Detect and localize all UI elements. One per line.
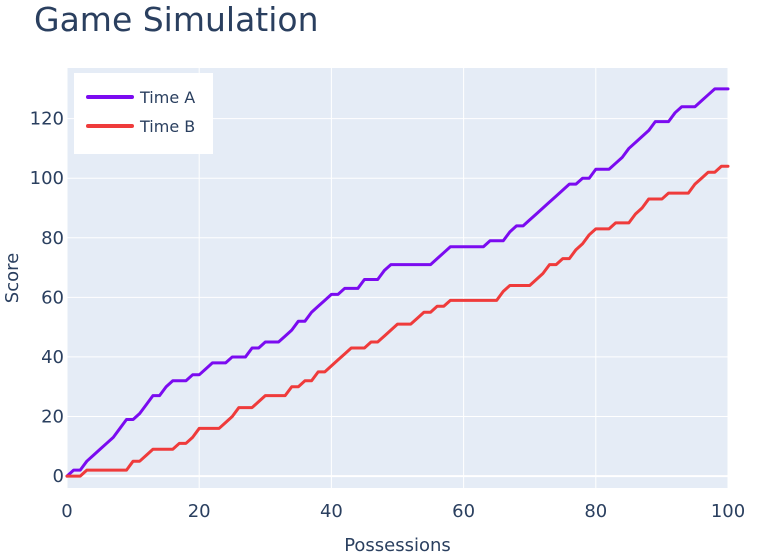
y-tick-label: 80 xyxy=(41,228,64,249)
x-tick-label: 40 xyxy=(320,501,343,522)
y-tick-label: 100 xyxy=(30,168,64,189)
y-tick-label: 0 xyxy=(53,466,64,487)
legend-label: Time B xyxy=(139,117,195,136)
x-tick-label: 100 xyxy=(711,501,745,522)
y-tick-label: 20 xyxy=(41,407,64,428)
x-tick-label: 20 xyxy=(188,501,211,522)
legend-label: Time A xyxy=(139,88,195,107)
series-lines xyxy=(65,87,730,478)
y-tick-label: 120 xyxy=(30,109,64,130)
x-tick-label: 80 xyxy=(584,501,607,522)
y-tick-label: 40 xyxy=(41,347,64,368)
series-line-1 xyxy=(65,87,730,478)
x-axis-label: Possessions xyxy=(344,535,451,556)
axis-ticks: 0 20 40 60 80 100 0 20 40 60 80 100 120 xyxy=(30,109,746,522)
legend[interactable]: Time A Time B xyxy=(74,73,213,154)
y-tick-label: 60 xyxy=(41,287,64,308)
legend-item-1[interactable]: Time A xyxy=(86,88,195,107)
legend-box xyxy=(74,73,213,154)
y-axis-label: Score xyxy=(2,253,23,303)
legend-item-2[interactable]: Time B xyxy=(86,117,195,136)
series-line-2 xyxy=(65,164,730,478)
x-tick-label: 0 xyxy=(61,501,72,522)
x-tick-label: 60 xyxy=(452,501,475,522)
chart-title: Game Simulation xyxy=(34,0,319,39)
